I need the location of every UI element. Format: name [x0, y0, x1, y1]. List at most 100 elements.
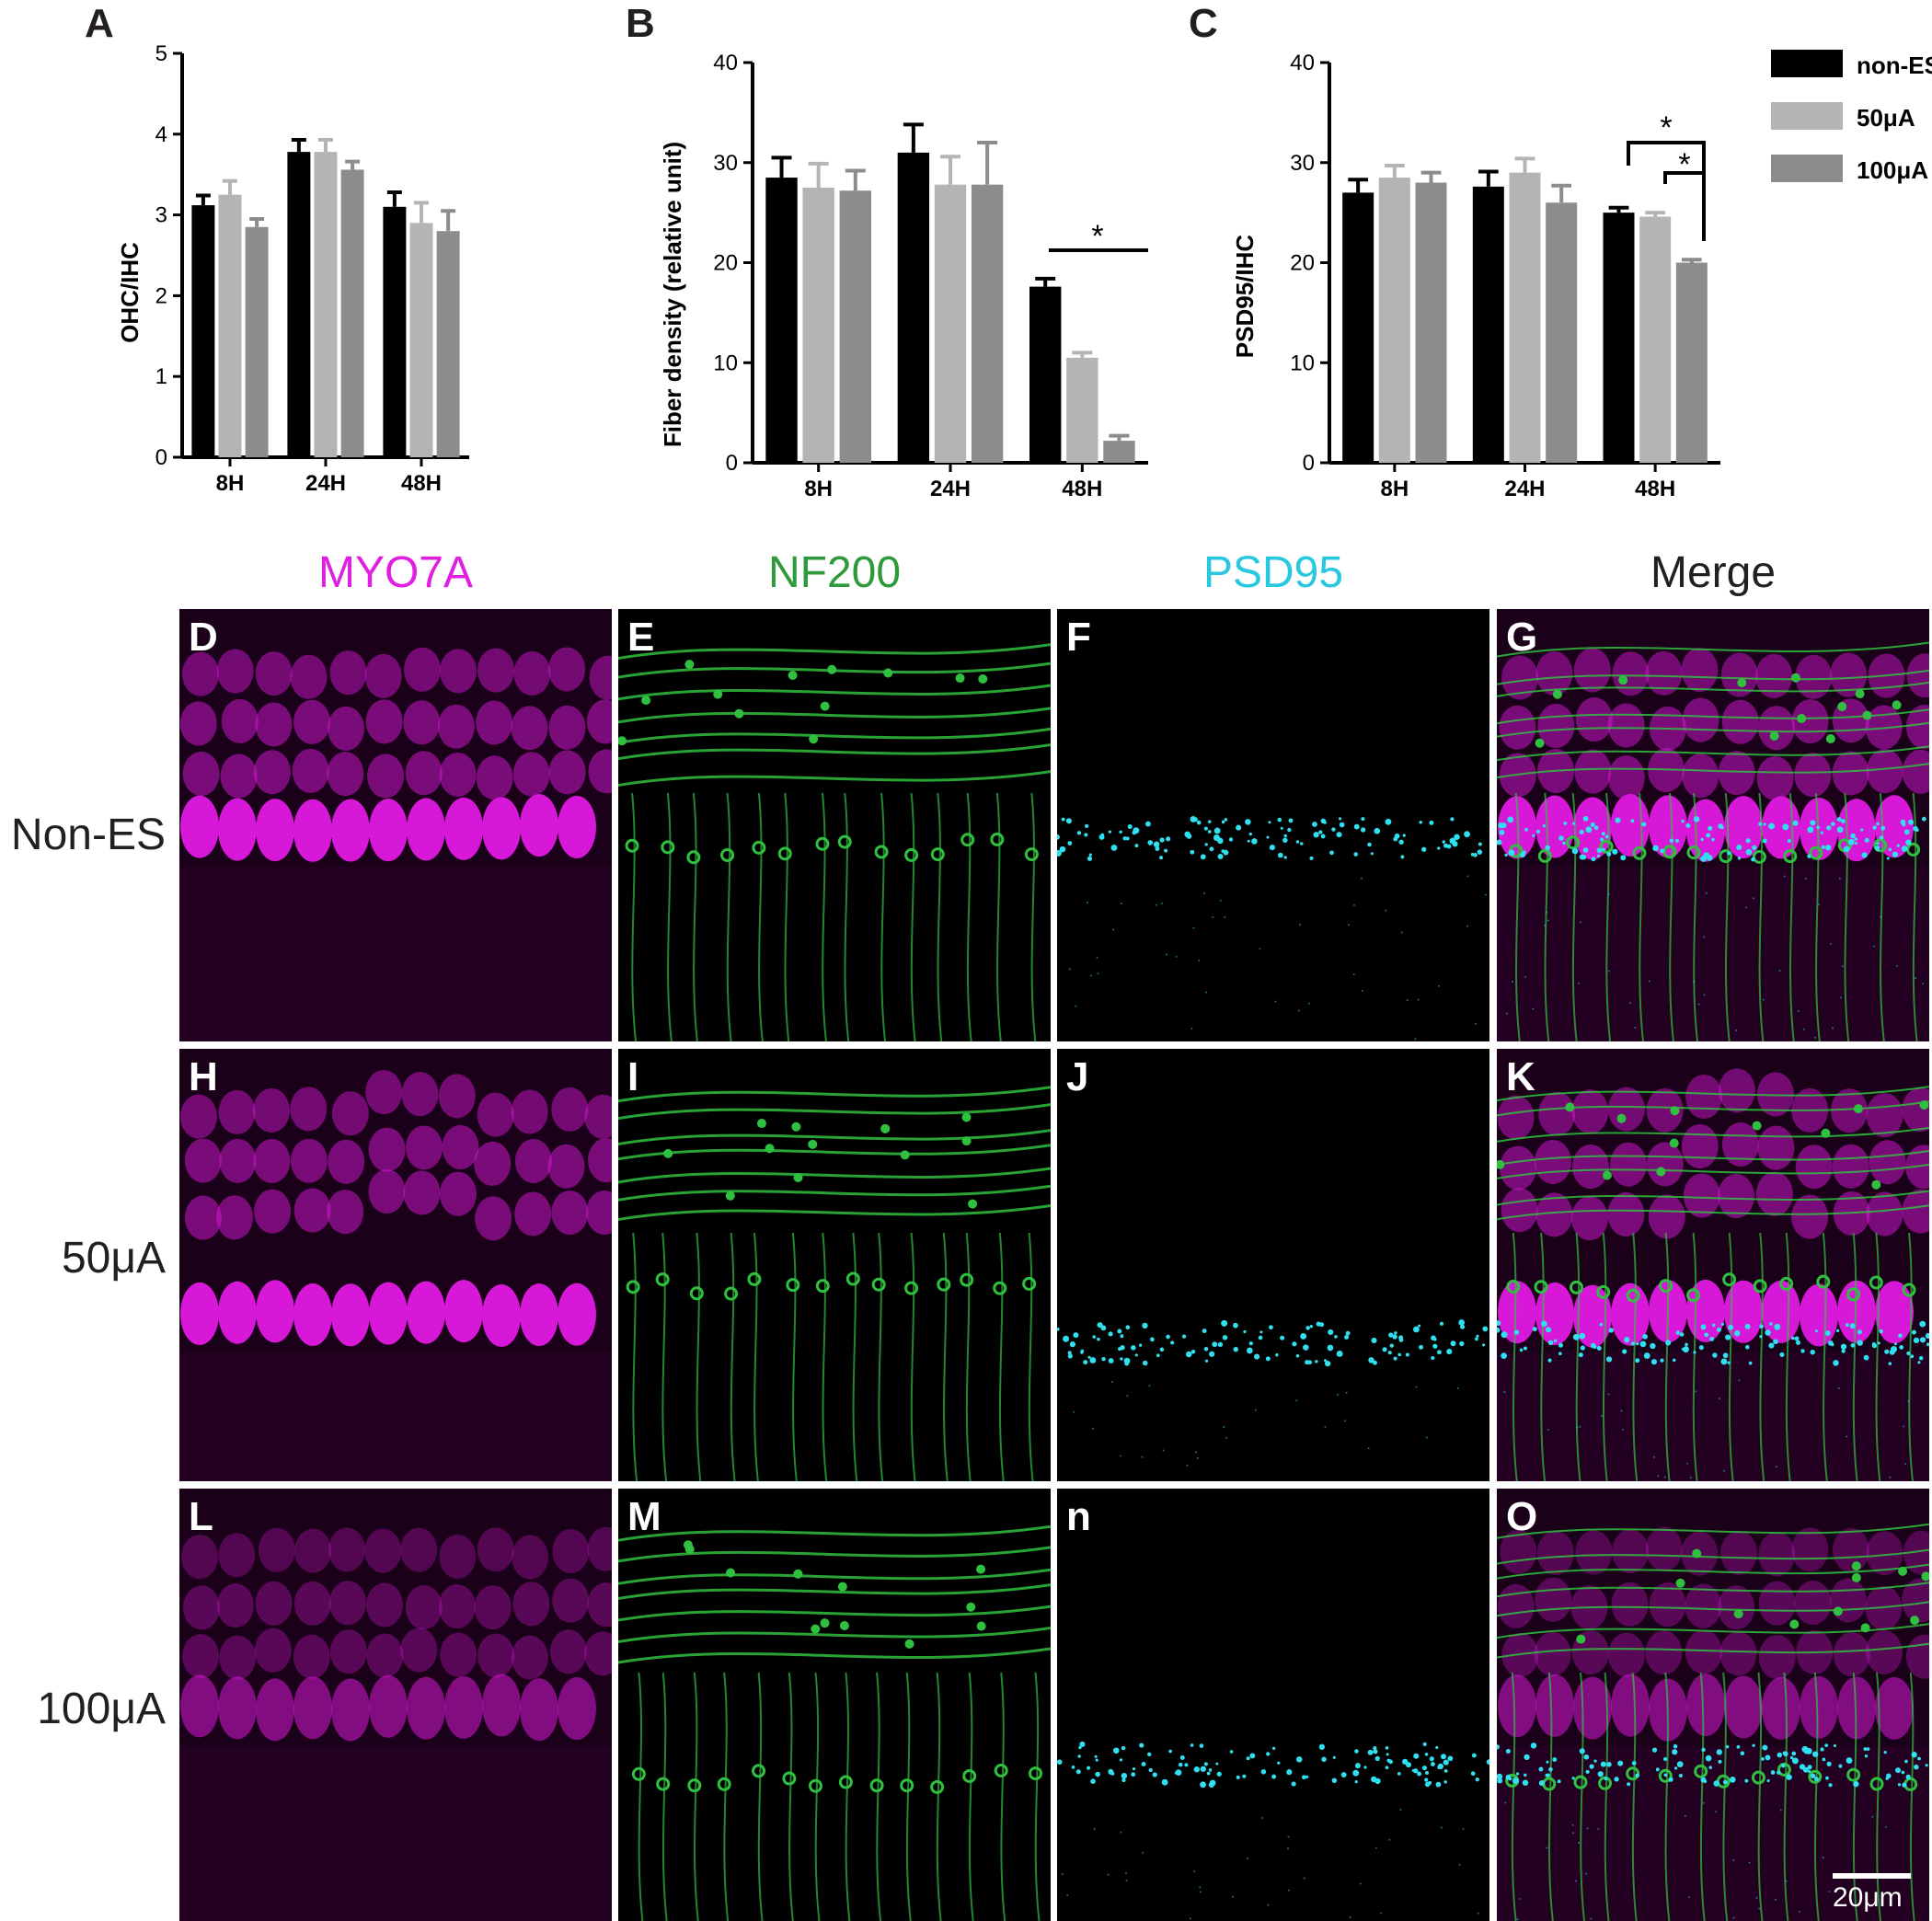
column-header-nf200: NF200 — [767, 548, 902, 597]
x-tick-label: 8H — [804, 477, 833, 501]
bar-24h-series-2 — [971, 184, 1004, 464]
y-tick-label: 20 — [713, 251, 738, 276]
micrograph-panel-k: K — [1497, 1049, 1929, 1481]
legend-label: non-ES — [1857, 52, 1932, 79]
bar-48h-series-1 — [409, 223, 433, 457]
micrograph-panel-m: M — [618, 1489, 1051, 1921]
x-tick-label: 48H — [1062, 477, 1102, 501]
y-tick-label: 30 — [713, 151, 738, 176]
micrograph-panel-n: n — [1057, 1489, 1489, 1921]
bar-8h-series-0 — [191, 205, 215, 457]
scale-bar-label: 20μm — [1833, 1882, 1903, 1913]
legend-label: 50μA — [1857, 104, 1915, 132]
panel-letter: H — [189, 1054, 218, 1099]
legend-swatch — [1771, 102, 1843, 130]
panel-letter: O — [1506, 1494, 1538, 1539]
y-tick-label: 40 — [1290, 51, 1315, 75]
bar-charts: A 0 1 2 3 4 5 OHC/IHC 8H 24H 48H B 0 10 20 30 40 Fiber de… — [85, 1, 1932, 501]
bar-48h-series-1 — [1066, 357, 1098, 463]
y-tick-label: 10 — [1290, 351, 1315, 375]
column-header-psd95: PSD95 — [1202, 548, 1344, 597]
micrograph-panel-l: L — [179, 1489, 612, 1921]
micrograph-panel-i: I — [618, 1049, 1051, 1481]
bar-48h-series-1 — [1639, 216, 1672, 463]
significance-bracket — [1663, 171, 1704, 184]
y-tick-label: 3 — [155, 203, 167, 228]
y-axis-label: Fiber density (relative unit) — [659, 142, 686, 447]
micrograph-panel-f: F — [1057, 609, 1489, 1041]
bar-48h-series-2 — [436, 231, 460, 457]
significance-star: * — [1091, 219, 1103, 254]
y-tick-label: 1 — [155, 364, 167, 389]
panel-letter: G — [1506, 615, 1538, 660]
bar-48h-series-0 — [1603, 213, 1635, 463]
panel-letter: I — [627, 1054, 639, 1099]
chart-panel-letter: C — [1189, 1, 1218, 46]
panel-letter: F — [1066, 615, 1091, 660]
bar-8h-series-2 — [245, 226, 269, 457]
bar-48h-series-0 — [383, 206, 407, 457]
bar-48h-series-2 — [1103, 441, 1135, 463]
scale-bar — [1833, 1873, 1911, 1879]
micrograph-panel-o: O 20μm — [1497, 1489, 1929, 1921]
y-tick-label: 5 — [155, 41, 167, 66]
y-tick-label: 2 — [155, 283, 167, 308]
bar-8h-series-0 — [1342, 192, 1374, 463]
legend-label: 100μA — [1857, 156, 1928, 184]
bar-8h-series-2 — [1415, 182, 1447, 463]
bar-24h-series-0 — [287, 152, 311, 457]
micrograph-image — [618, 1489, 1051, 1921]
micrograph-image — [618, 1049, 1051, 1481]
panel-letter: n — [1066, 1494, 1091, 1539]
micrograph-image — [1057, 1489, 1489, 1921]
x-tick-label: 48H — [1635, 477, 1675, 501]
column-header-merge: Merge — [1650, 548, 1777, 597]
x-tick-label: 8H — [1380, 477, 1409, 501]
bar-48h-series-2 — [1675, 262, 1708, 463]
panel-letter: K — [1506, 1054, 1535, 1099]
y-tick-label: 4 — [155, 122, 167, 147]
bar-24h-series-1 — [314, 152, 338, 457]
bar-48h-series-0 — [1029, 286, 1062, 463]
row-header-50ua: 50μA — [61, 1234, 166, 1283]
micrograph-panel-h: H — [179, 1049, 612, 1481]
y-tick-label: 10 — [713, 351, 738, 375]
x-tick-label: 48H — [401, 471, 442, 496]
y-tick-label: 0 — [1303, 451, 1315, 476]
significance-star: * — [1678, 147, 1690, 182]
bar-24h-series-1 — [934, 184, 967, 464]
significance-star: * — [1660, 110, 1672, 145]
panel-letter: E — [627, 615, 655, 660]
row-header-non-es: Non-ES — [10, 811, 166, 859]
micrograph-panel-e: E — [618, 609, 1051, 1041]
y-tick-label: 20 — [1290, 251, 1315, 276]
bar-24h-series-2 — [1546, 202, 1578, 463]
micrograph-image — [1057, 609, 1489, 1041]
micrograph-image — [179, 609, 612, 1041]
micrograph-image — [1497, 609, 1929, 1041]
panel-letter: M — [627, 1494, 661, 1539]
chart-panel-letter: B — [626, 1, 655, 46]
bar-8h-series-1 — [802, 187, 834, 463]
micrograph-image — [1057, 1049, 1489, 1481]
x-tick-label: 24H — [930, 477, 971, 501]
bar-8h-series-0 — [765, 178, 798, 463]
row-header-100ua: 100μA — [37, 1685, 166, 1733]
legend-swatch — [1771, 155, 1843, 182]
legend-swatch — [1771, 50, 1843, 77]
y-tick-label: 40 — [713, 51, 738, 75]
micrograph-panel-g: G — [1497, 609, 1929, 1041]
bar-8h-series-2 — [839, 190, 871, 463]
micrograph-image — [179, 1049, 612, 1481]
micrograph-panel-j: J — [1057, 1049, 1489, 1481]
micrograph-image — [179, 1489, 612, 1921]
bar-24h-series-0 — [1472, 186, 1504, 463]
panel-letter: L — [189, 1494, 213, 1539]
panel-letter: J — [1066, 1054, 1089, 1099]
bar-8h-series-1 — [1378, 178, 1410, 463]
micrograph-panel-d: D — [179, 609, 612, 1041]
micrograph-image — [1497, 1489, 1929, 1921]
x-tick-label: 24H — [305, 471, 346, 496]
y-axis-label: OHC/IHC — [116, 242, 144, 343]
micrograph-image — [618, 609, 1051, 1041]
